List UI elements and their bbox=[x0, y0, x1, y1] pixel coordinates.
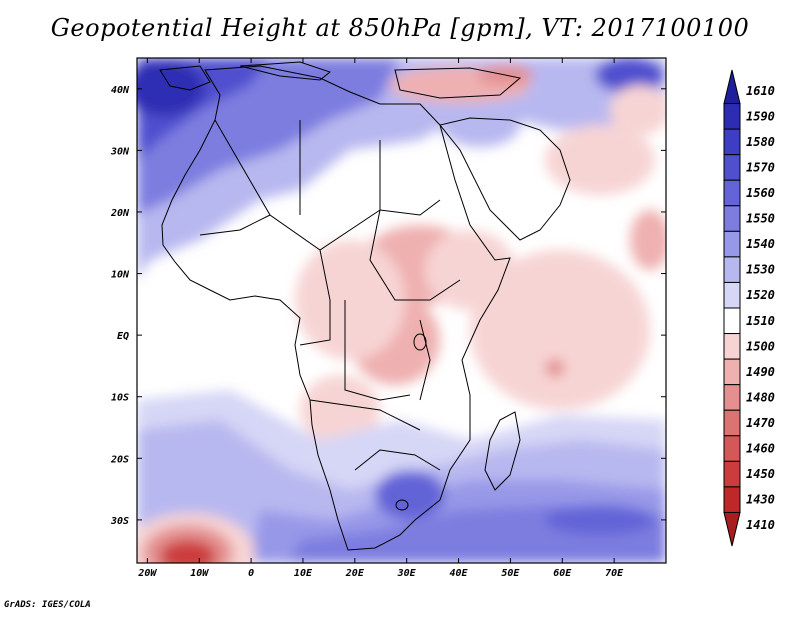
y-tick-label: 20N bbox=[110, 208, 130, 219]
x-tick-label: 40E bbox=[450, 568, 469, 579]
colorbar-label: 1540 bbox=[746, 237, 775, 251]
colorbar-swatch bbox=[723, 230, 741, 258]
y-tick-label: EQ bbox=[117, 331, 129, 342]
colorbar-label: 1610 bbox=[746, 84, 775, 98]
y-tick-label: 10N bbox=[111, 270, 130, 281]
colorbar-swatch bbox=[723, 307, 741, 335]
colorbar-label: 1480 bbox=[746, 390, 775, 404]
coastlines bbox=[159, 61, 571, 551]
colorbar-swatch bbox=[723, 281, 741, 309]
map-title: Geopotential Height at 850hPa [gpm], VT:… bbox=[50, 14, 750, 42]
map-frame bbox=[136, 57, 667, 564]
x-tick-label: 20E bbox=[345, 568, 365, 579]
colorbar-swatch bbox=[723, 486, 741, 513]
x-tick-label: 70E bbox=[605, 568, 624, 579]
y-tick-label: 40N bbox=[111, 85, 130, 96]
x-axis: 20W 10W 0 10E 20E 30E 40E 50E 60E 70E bbox=[137, 58, 624, 579]
colorbar-swatch bbox=[723, 179, 741, 207]
colorbar-swatch bbox=[723, 103, 741, 130]
colorbar-label: 1410 bbox=[746, 518, 775, 532]
colorbar-swatch bbox=[723, 128, 741, 156]
colorbar-label: 1490 bbox=[746, 365, 775, 379]
colorbar-label: 1570 bbox=[746, 160, 775, 174]
y-tick-label: 30S bbox=[110, 516, 129, 527]
colorbar-label: 1500 bbox=[746, 339, 775, 353]
colorbar-swatch bbox=[723, 154, 741, 181]
x-tick-label: 50E bbox=[501, 568, 520, 579]
colorbar-swatch bbox=[723, 256, 741, 283]
colorbar-label: 1550 bbox=[746, 212, 775, 226]
x-tick-label: 20W bbox=[137, 568, 157, 579]
colorbar-swatch bbox=[723, 205, 741, 232]
x-tick-label: 10W bbox=[190, 568, 209, 579]
colorbar-label: 1580 bbox=[746, 135, 775, 149]
colorbar-label: 1450 bbox=[746, 467, 775, 481]
colorbar-swatch bbox=[723, 460, 741, 488]
colorbar-swatch bbox=[723, 384, 741, 411]
grads-credit: GrADS: IGES/COLA bbox=[4, 600, 91, 610]
colorbar-label: 1560 bbox=[746, 186, 775, 200]
colorbar-swatch bbox=[723, 409, 741, 437]
colorbar-label: 1470 bbox=[746, 416, 775, 430]
colorbar: 1610 1590 1580 1570 1560 1550 1540 1530 1520 1510… bbox=[723, 69, 775, 547]
y-axis: 40N 30N 20N 10N EQ 10S 20S 30S bbox=[110, 85, 666, 527]
colorbar-label: 1430 bbox=[746, 493, 775, 507]
colorbar-swatch-bottom bbox=[723, 511, 741, 547]
colorbar-swatch bbox=[723, 333, 741, 360]
field-shading bbox=[137, 58, 666, 563]
colorbar-swatch bbox=[723, 358, 741, 386]
y-tick-label: 20S bbox=[110, 454, 129, 465]
colorbar-label: 1520 bbox=[746, 288, 775, 302]
colorbar-label: 1590 bbox=[746, 109, 775, 123]
x-tick-label: 60E bbox=[553, 568, 572, 579]
y-tick-label: 30N bbox=[110, 146, 130, 157]
colorbar-swatch-top bbox=[723, 69, 741, 105]
colorbar-label: 1460 bbox=[746, 442, 775, 456]
y-tick-label: 10S bbox=[111, 393, 129, 404]
x-tick-label: 0 bbox=[248, 568, 254, 579]
colorbar-label: 1510 bbox=[746, 314, 775, 328]
x-tick-label: 10E bbox=[294, 568, 313, 579]
x-tick-label: 30E bbox=[397, 568, 417, 579]
colorbar-swatch bbox=[723, 435, 741, 462]
colorbar-label: 1530 bbox=[746, 263, 775, 277]
